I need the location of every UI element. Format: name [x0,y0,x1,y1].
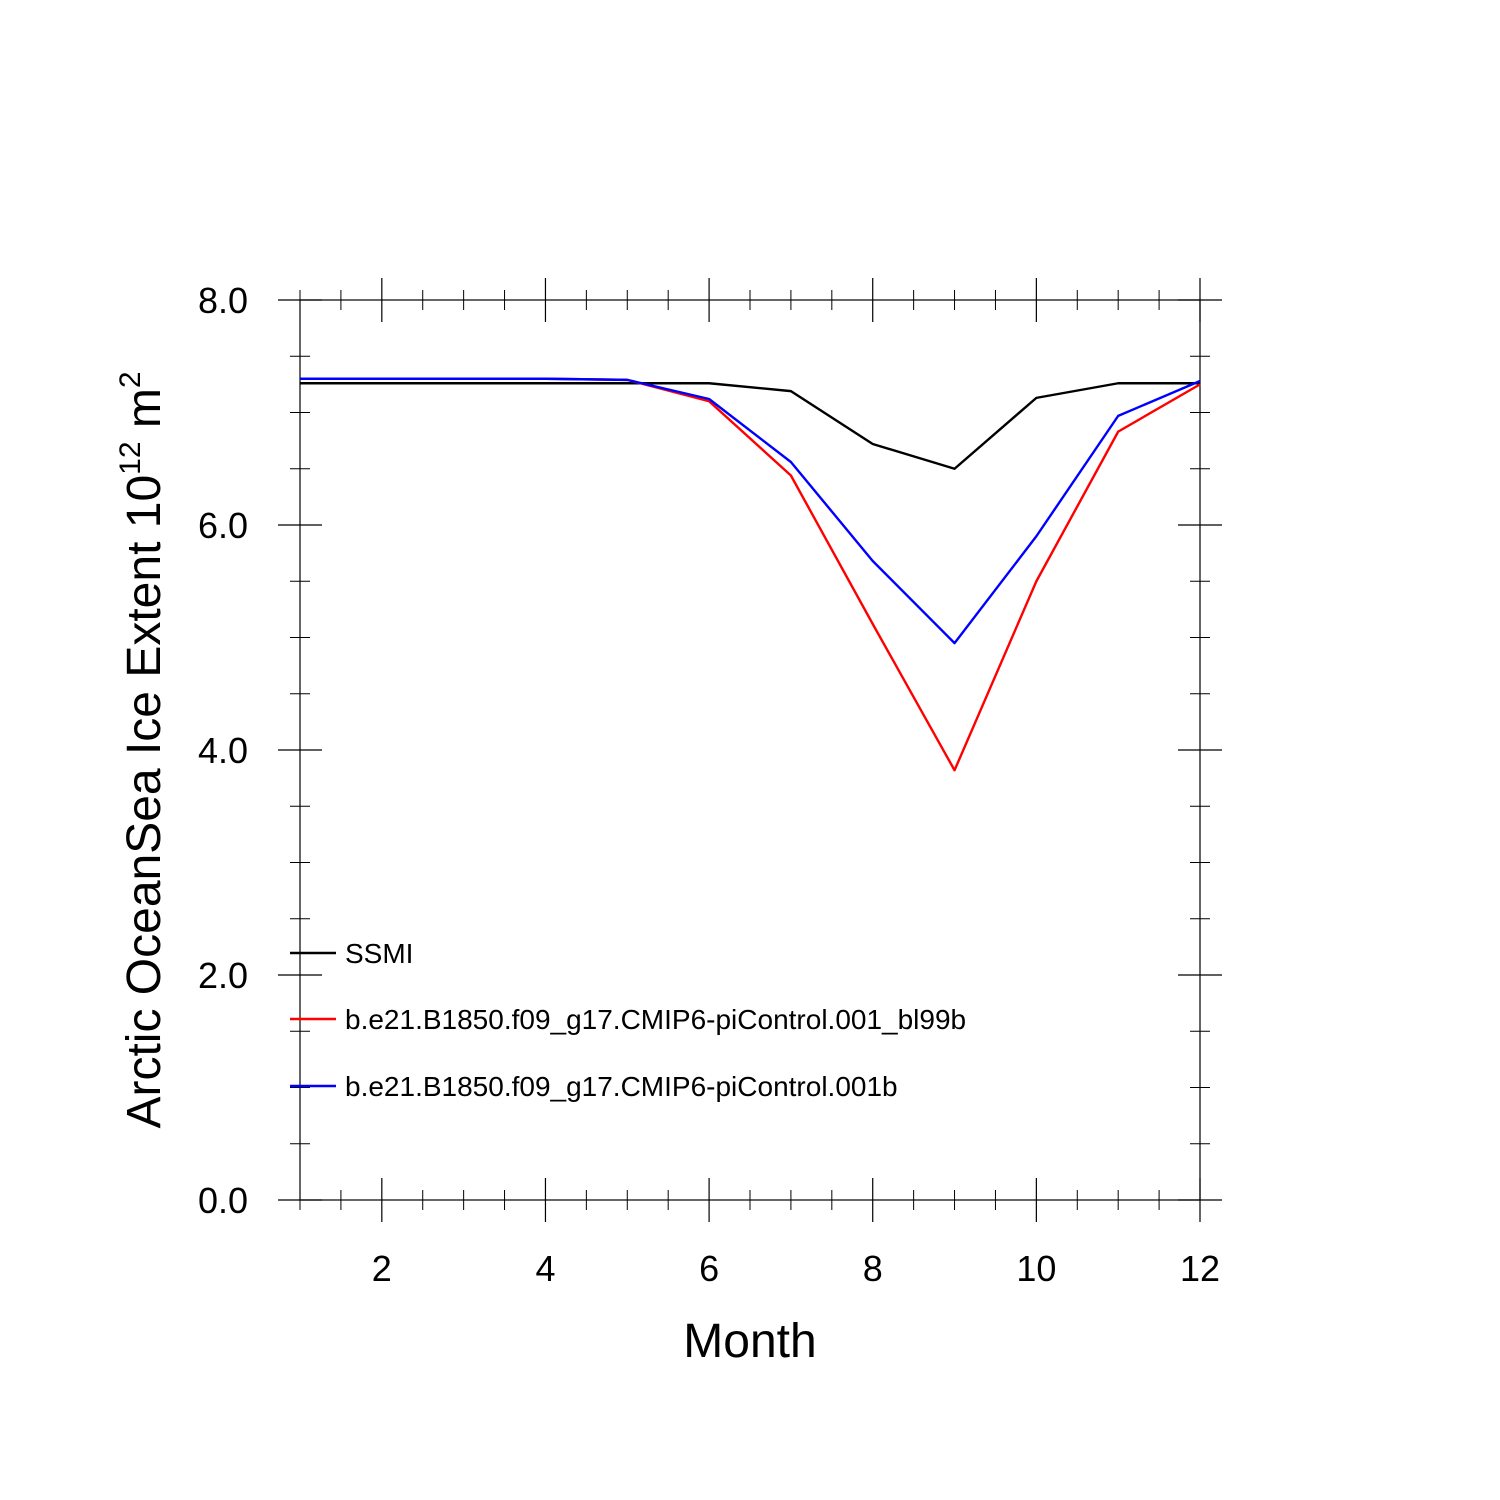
y-tick-labels: 0.0 2.0 4.0 6.0 8.0 [198,280,248,1221]
x-tick-label: 12 [1180,1248,1220,1289]
series-line-2 [300,377,1201,645]
series-lines [299,377,1201,772]
x-tick-label: 10 [1016,1248,1056,1289]
legend-label: b.e21.B1850.f09_g17.CMIP6-piControl.001_… [345,1004,966,1035]
y-axis-label-main: Arctic OceanSea Ice Extent 10 [118,475,171,1129]
y-axis-label-unit-exponent: 2 [114,371,147,388]
x-tick-label: 8 [863,1248,883,1289]
legend: SSMI b.e21.B1850.f09_g17.CMIP6-piControl.… [290,938,966,1102]
y-tick-label: 8.0 [198,280,248,321]
y-tick-label: 6.0 [198,505,248,546]
y-axis-label: Arctic OceanSea Ice Extent 1012 m2 [114,371,171,1128]
x-tick-label: 4 [535,1248,555,1289]
series-line-1 [300,377,1201,772]
y-tick-label: 2.0 [198,955,248,996]
y-tick-label: 0.0 [198,1180,248,1221]
y-tick-label: 4.0 [198,730,248,771]
legend-label: b.e21.B1850.f09_g17.CMIP6-piControl.001b [345,1071,898,1102]
legend-label: SSMI [345,938,413,969]
x-tick-labels: 2 4 6 8 10 12 [372,1248,1220,1289]
x-axis-label: Month [683,1315,816,1368]
series-line-0 [300,382,1200,470]
x-tick-label: 6 [699,1248,719,1289]
y-axis-label-unit: m [118,388,171,441]
y-axis-label-exponent: 12 [114,441,147,474]
x-tick-label: 2 [372,1248,392,1289]
plot-frame [299,299,1201,1201]
